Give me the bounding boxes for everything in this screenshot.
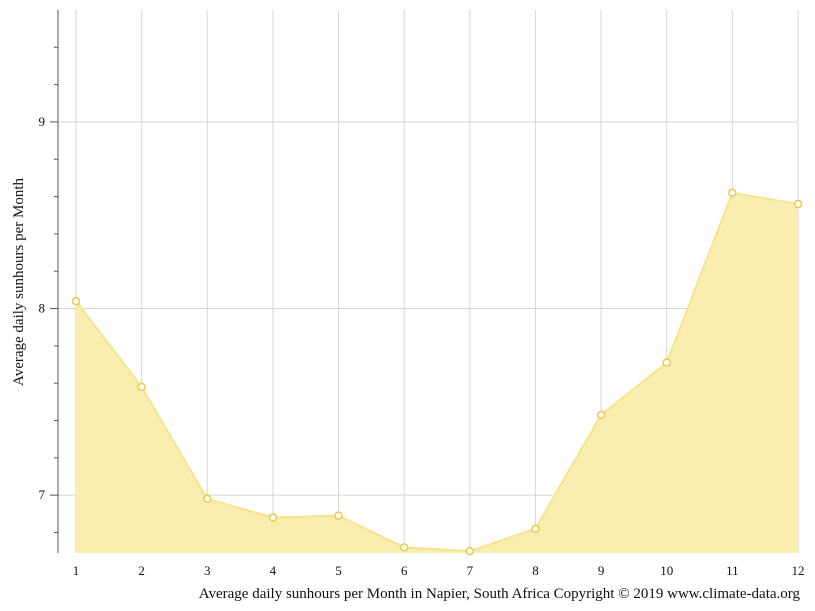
y-axis-title: Average daily sunhours per Month	[11, 178, 27, 387]
series-line	[75, 191, 799, 553]
data-point-11	[728, 188, 737, 198]
data-point-6	[399, 543, 409, 552]
x-tick-label-1: 1	[73, 563, 80, 578]
chart-caption: Average daily sunhours per Month in Napi…	[199, 586, 801, 602]
area-layer	[75, 191, 799, 554]
area-fill	[76, 192, 798, 554]
data-point-7	[465, 546, 475, 556]
x-tick-label-8: 8	[532, 563, 539, 578]
data-point-5	[334, 511, 343, 520]
x-tick-label-5: 5	[335, 563, 342, 578]
x-tick-label-6: 6	[401, 563, 408, 578]
data-points	[71, 188, 803, 556]
axes	[50, 10, 59, 553]
x-tick-label-11: 11	[726, 563, 739, 578]
data-point-10	[662, 358, 671, 367]
x-tick-label-7: 7	[467, 563, 474, 578]
x-tick-label-4: 4	[270, 563, 277, 578]
data-point-2	[137, 382, 146, 392]
x-tick-label-10: 10	[660, 563, 673, 578]
data-point-1	[71, 296, 81, 306]
data-point-12	[793, 199, 803, 209]
x-tick-label-9: 9	[598, 563, 605, 578]
x-tick-label-12: 12	[792, 563, 805, 578]
data-point-3	[203, 494, 212, 504]
data-point-9	[596, 410, 606, 420]
y-tick-label-8: 8	[39, 301, 46, 316]
y-tick-label-7: 7	[39, 487, 46, 502]
data-point-4	[268, 513, 278, 522]
data-point-8	[531, 524, 540, 533]
y-tick-label-9: 9	[39, 114, 46, 129]
x-tick-label-3: 3	[204, 563, 211, 578]
x-tick-label-2: 2	[138, 563, 145, 578]
